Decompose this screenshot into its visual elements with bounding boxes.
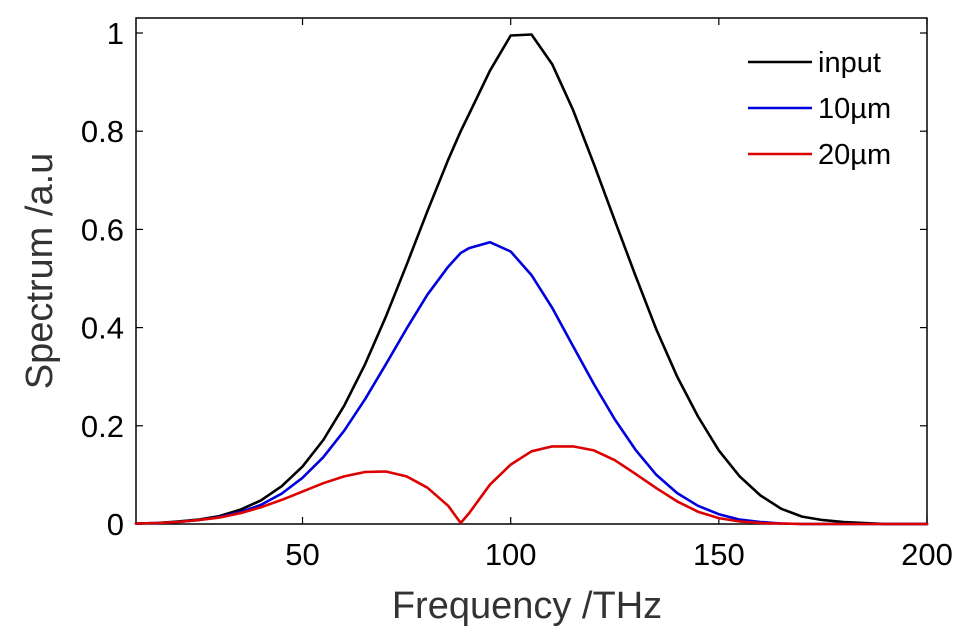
legend-label: input: [818, 47, 881, 79]
legend-box: [738, 40, 918, 180]
series-line-0: [134, 33, 929, 526]
legend-label: 10µm: [818, 93, 891, 125]
x-tick-label: 100: [485, 537, 537, 572]
plot-area: [135, 17, 928, 525]
series-layer: [134, 33, 929, 526]
tick-labels: 50 100 150 200 0 0.2 0.4 0.6 0.8 1: [81, 16, 953, 572]
y-tick-label: 1: [107, 16, 124, 51]
x-axis-title: Frequency /THz: [392, 585, 662, 627]
legend-label: 20µm: [818, 139, 891, 171]
y-tick-label: 0: [107, 507, 124, 542]
x-tick-label: 50: [285, 537, 319, 572]
y-tick-label: 0.4: [81, 311, 124, 346]
series-line-2: [134, 445, 929, 526]
x-tick-label: 200: [901, 537, 953, 572]
legend: input 10µm 20µm: [738, 40, 918, 180]
y-tick-label: 0.2: [81, 409, 124, 444]
y-tick-label: 0.8: [81, 114, 124, 149]
series-line-1: [134, 240, 929, 526]
y-tick-label: 0.6: [81, 212, 124, 247]
y-axis-title: Spectrum /a.u: [19, 153, 61, 390]
plot-frame: [135, 17, 928, 525]
x-tick-label: 150: [693, 537, 745, 572]
